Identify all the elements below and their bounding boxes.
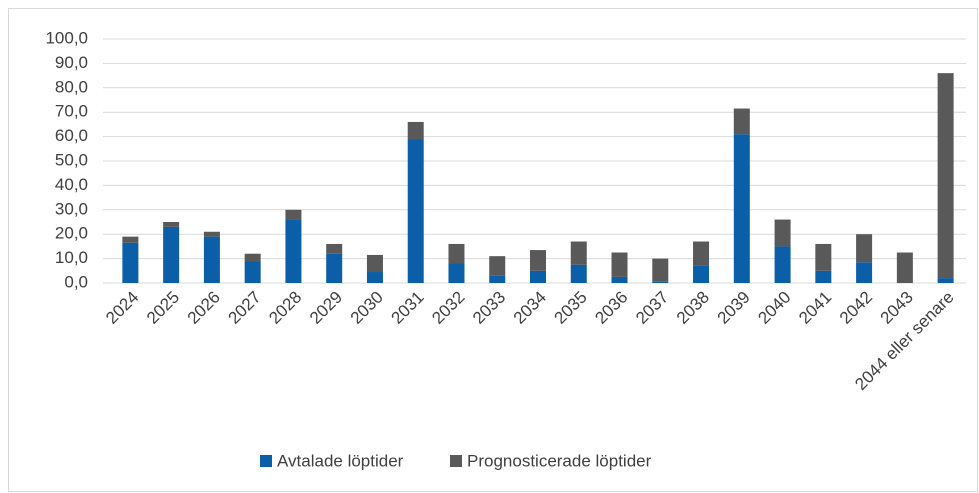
x-tick-label: 2028 <box>265 288 305 328</box>
bar-segment <box>815 243 832 271</box>
legend-swatch <box>450 455 462 467</box>
bar-segment <box>163 222 180 227</box>
bar-segment <box>203 231 220 237</box>
y-tick-label: 100,0 <box>45 28 88 47</box>
x-tick-label: 2041 <box>795 288 835 328</box>
bar-segment <box>203 236 220 283</box>
x-tick-label: 2035 <box>551 288 591 328</box>
bar-segment <box>244 261 261 283</box>
bar-segment <box>366 254 383 273</box>
x-tick-label: 2042 <box>836 288 876 328</box>
y-tick-label: 30,0 <box>55 199 88 218</box>
bar-segment <box>693 241 710 266</box>
x-tick-label: 2030 <box>347 288 387 328</box>
bar-segment <box>815 270 832 283</box>
bar-segment <box>448 263 465 283</box>
x-tick-label: 2031 <box>388 288 428 328</box>
x-tick-label: 2040 <box>754 288 794 328</box>
y-tick-label: 60,0 <box>55 126 88 145</box>
y-tick-label: 40,0 <box>55 175 88 194</box>
bar-segment <box>326 253 343 283</box>
bar-segment <box>937 278 954 283</box>
chart-frame <box>8 8 978 492</box>
bar-segment <box>856 262 873 283</box>
bar-segment <box>489 256 506 276</box>
x-tick-label: 2024 <box>102 288 142 328</box>
x-tick-label: 2032 <box>428 288 468 328</box>
bar-segment <box>652 281 669 283</box>
bar-segment <box>530 250 546 271</box>
bar-segment <box>366 272 383 283</box>
bar-segment <box>448 243 465 264</box>
x-tick-label: 2029 <box>306 288 346 328</box>
bar-segment <box>122 236 139 243</box>
y-tick-label: 80,0 <box>55 77 88 96</box>
bar-segment <box>530 270 546 283</box>
legend-swatch <box>260 455 272 467</box>
bar-segment <box>326 243 343 254</box>
bar-segment <box>122 242 139 283</box>
bar-segment <box>733 134 750 283</box>
bar-segment <box>570 241 587 265</box>
bar-segment <box>407 121 424 140</box>
legend-label: Avtalade löptider <box>277 451 404 470</box>
legend-label: Prognosticerade löptider <box>467 451 652 470</box>
bar-segment <box>244 253 261 262</box>
x-tick-label: 2033 <box>469 288 509 328</box>
bar-segment <box>774 219 791 247</box>
bar-segment <box>733 108 750 135</box>
x-tick-label: 2027 <box>224 288 264 328</box>
y-tick-label: 70,0 <box>55 102 88 121</box>
bar-segment <box>407 139 424 283</box>
y-tick-label: 50,0 <box>55 150 88 169</box>
x-tick-label: 2034 <box>510 288 550 328</box>
x-tick-label: 2036 <box>591 288 631 328</box>
bar-segment <box>611 252 628 277</box>
x-tick-label: 2038 <box>673 288 713 328</box>
bar-segment <box>693 265 710 283</box>
bar-segment <box>856 234 873 263</box>
bar-segment <box>937 73 954 279</box>
x-tick-label: 2037 <box>632 288 672 328</box>
y-tick-label: 20,0 <box>55 224 88 243</box>
x-tick-label: 2026 <box>184 288 224 328</box>
y-tick-label: 90,0 <box>55 53 88 72</box>
bar-segment <box>570 264 587 283</box>
bar-segment <box>285 219 302 283</box>
bar-segment <box>489 275 506 283</box>
y-tick-label: 0,0 <box>64 272 88 291</box>
x-tick-label: 2039 <box>714 288 754 328</box>
y-tick-label: 10,0 <box>55 248 88 267</box>
bar-segment <box>774 246 791 283</box>
bar-segment <box>611 276 628 283</box>
bar-segment <box>285 209 302 220</box>
bar-segment <box>896 252 913 283</box>
bar-segment <box>163 226 180 283</box>
bar-segment <box>652 258 669 282</box>
x-tick-label: 2025 <box>143 288 183 328</box>
